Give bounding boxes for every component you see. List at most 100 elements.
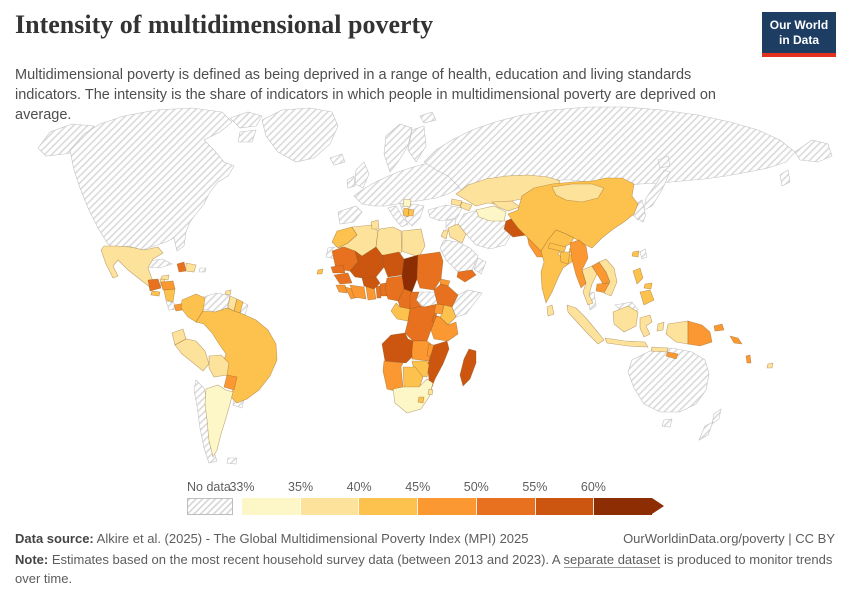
country-el-salvador[interactable] <box>150 290 161 297</box>
legend-bin-33-35%[interactable] <box>242 498 300 515</box>
country-madagascar[interactable] <box>459 348 477 387</box>
legend-no-data-label: No data <box>187 480 231 494</box>
country-cape-verde[interactable] <box>316 268 324 275</box>
country-uzbekistan[interactable] <box>491 200 521 212</box>
country-turkmenistan[interactable] <box>475 205 507 222</box>
country-jamaica[interactable] <box>160 274 170 281</box>
region-puerto-rico[interactable] <box>198 267 207 273</box>
country-solomon-islands[interactable] <box>729 335 743 345</box>
legend-no-data-swatch[interactable] <box>187 498 233 515</box>
country-papua-new-guinea[interactable] <box>687 320 725 347</box>
region-russia-far-east[interactable] <box>779 139 833 187</box>
country-togo[interactable] <box>375 285 382 299</box>
region-united-kingdom[interactable] <box>354 161 370 189</box>
footer-attribution[interactable]: OurWorldinData.org/poverty | CC BY <box>623 531 835 546</box>
region-svalbard[interactable] <box>419 111 437 124</box>
country-paraguay[interactable] <box>223 374 238 391</box>
region-australia[interactable] <box>627 347 710 413</box>
owid-logo[interactable]: Our World in Data <box>762 12 836 57</box>
country-armenia-azerbaijan[interactable] <box>459 201 473 212</box>
country-dominican-republic[interactable] <box>185 262 197 273</box>
country-fiji[interactable] <box>766 362 774 369</box>
country-trinidad[interactable] <box>224 289 232 296</box>
country-eswatini[interactable] <box>427 388 434 396</box>
country-mongolia[interactable] <box>551 183 605 203</box>
legend-bin-60%+[interactable] <box>593 498 653 515</box>
legend-tick-label: 40% <box>346 480 372 494</box>
country-sri-lanka[interactable] <box>546 304 555 317</box>
country-philippines[interactable] <box>632 267 655 306</box>
country-georgia[interactable] <box>450 198 463 207</box>
region-finland-baltics[interactable] <box>407 125 427 163</box>
region-ireland[interactable] <box>346 175 356 189</box>
country-nicaragua[interactable] <box>163 288 176 303</box>
legend-bin-55-60%[interactable] <box>534 498 594 515</box>
country-china[interactable] <box>507 177 640 258</box>
legend-bin-45-50%[interactable] <box>417 498 476 515</box>
country-peru[interactable] <box>174 338 210 372</box>
country-tunisia[interactable] <box>370 219 380 230</box>
region-arctic-islands[interactable] <box>229 111 263 143</box>
legend-bin-50-55%[interactable] <box>475 498 535 515</box>
country-egypt[interactable] <box>401 228 426 258</box>
country-jordan[interactable] <box>440 229 449 240</box>
page-title: Intensity of multidimensional poverty <box>15 10 434 39</box>
country-tanzania[interactable] <box>430 316 459 342</box>
country-sudan[interactable] <box>416 251 444 291</box>
footer-note-link[interactable]: separate dataset <box>563 552 661 568</box>
region-oman[interactable] <box>473 257 487 275</box>
country-north-macedonia[interactable] <box>407 208 415 217</box>
owid-logo-line1: Our World <box>769 18 829 32</box>
country-iraq[interactable] <box>447 223 467 244</box>
region-turkey[interactable] <box>427 204 463 222</box>
country-albania[interactable] <box>402 207 410 218</box>
footer-source-text: Alkire et al. (2025) - The Global Multid… <box>93 531 529 546</box>
region-canada-usa[interactable] <box>69 107 235 252</box>
country-vanuatu[interactable] <box>745 354 752 364</box>
region-italy[interactable] <box>387 205 409 228</box>
country-burkina-faso[interactable] <box>361 276 381 290</box>
footer-source-row: OurWorldinData.org/poverty | CC BY Data … <box>15 531 835 546</box>
footer-note-post: is produced to monitor trends over time. <box>15 552 833 586</box>
country-serbia[interactable] <box>402 198 412 208</box>
legend-tick-label: 33% <box>229 480 255 494</box>
region-scandinavia[interactable] <box>383 123 413 173</box>
region-new-zealand[interactable] <box>698 408 722 441</box>
region-iberia[interactable] <box>337 205 363 225</box>
country-namibia[interactable] <box>382 360 404 392</box>
country-yemen[interactable] <box>456 269 477 283</box>
country-guinea[interactable] <box>333 272 353 285</box>
country-lesotho[interactable] <box>417 396 425 404</box>
country-cote-divoire[interactable] <box>349 284 367 300</box>
region-tasmania[interactable] <box>661 418 673 428</box>
legend-bin-40-45%[interactable] <box>358 498 418 515</box>
country-botswana[interactable] <box>402 366 424 390</box>
region-falklands[interactable] <box>226 457 238 465</box>
country-argentina[interactable] <box>204 384 234 458</box>
legend-color-bar[interactable] <box>242 498 653 515</box>
country-timor-leste[interactable] <box>665 351 679 360</box>
country-sierra-leone[interactable] <box>335 284 348 294</box>
region-taiwan[interactable] <box>639 248 648 260</box>
country-niger[interactable] <box>381 251 405 278</box>
legend-tick-label: 55% <box>522 480 548 494</box>
region-greenland[interactable] <box>261 107 339 163</box>
country-haiti[interactable] <box>176 261 187 273</box>
country-vietnam[interactable] <box>598 258 618 297</box>
footer-note-label: Note: <box>15 552 49 567</box>
country-brazil[interactable] <box>195 307 278 404</box>
region-iceland[interactable] <box>329 153 346 166</box>
country-bangladesh[interactable] <box>559 251 571 265</box>
footer-source-label: Data source: <box>15 531 94 546</box>
country-indonesia[interactable] <box>566 304 689 353</box>
legend-bin-35-40%[interactable] <box>299 498 359 515</box>
legend-tick-label: 50% <box>463 480 489 494</box>
owid-logo-line2: in Data <box>778 33 819 47</box>
footer-note-pre: Estimates based on the most recent house… <box>48 552 564 567</box>
country-senegal[interactable] <box>330 264 346 274</box>
region-saudi-arabia[interactable] <box>439 239 479 273</box>
country-angola[interactable] <box>381 332 414 364</box>
country-honduras[interactable] <box>160 280 176 291</box>
country-guatemala[interactable] <box>147 278 162 292</box>
